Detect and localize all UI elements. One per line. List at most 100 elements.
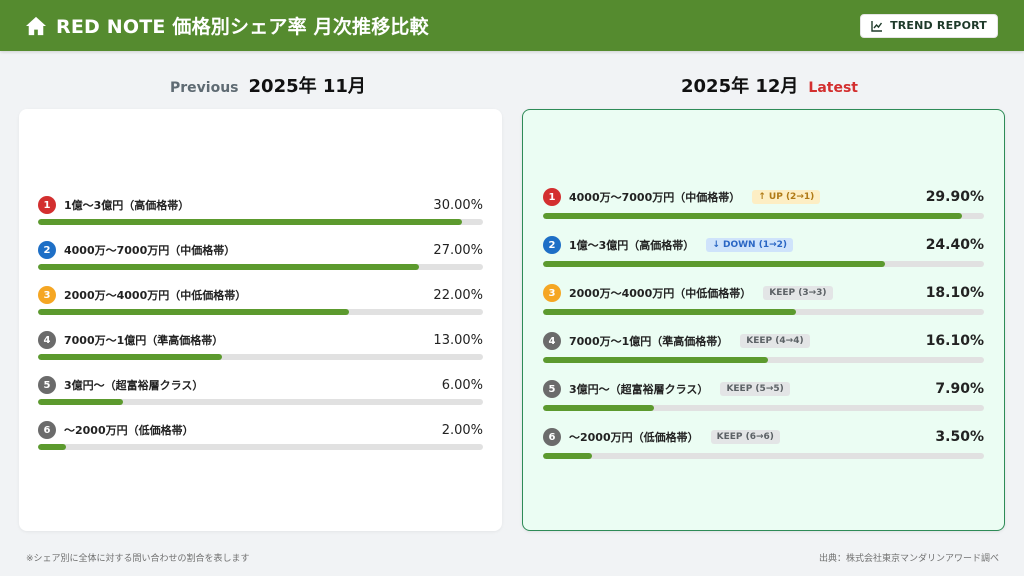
rank-badge: 4 xyxy=(38,331,56,349)
row-header: 4 7000万〜1億円（準高価格帯） 13.00% xyxy=(38,329,483,351)
rank-badge: 1 xyxy=(543,188,561,206)
ranking-row: 4 7000万〜1億円（準高価格帯） 13.00% xyxy=(38,329,483,374)
rank-badge: 5 xyxy=(543,380,561,398)
latest-month: 2025年 12月 xyxy=(681,76,799,97)
share-bar-track xyxy=(38,264,483,270)
share-bar-fill xyxy=(38,399,123,405)
share-percentage: 29.90% xyxy=(925,189,984,205)
share-bar-fill xyxy=(38,309,349,315)
share-percentage: 6.00% xyxy=(441,377,483,393)
rank-change-badge: ↓ DOWN (1→2) xyxy=(706,238,793,252)
ranking-row: 2 4000万〜7000万円（中価格帯） 27.00% xyxy=(38,239,483,284)
share-percentage: 30.00% xyxy=(433,197,483,213)
row-header: 6 〜2000万円（低価格帯） 2.00% xyxy=(38,419,483,441)
home-icon[interactable] xyxy=(25,16,47,36)
share-bar-track xyxy=(543,213,984,219)
ranking-row: 5 3億円〜（超富裕層クラス） KEEP (5→5) 7.90% xyxy=(543,378,984,426)
price-band-label: 4000万〜7000万円（中価格帯） xyxy=(569,191,741,204)
share-bar-fill xyxy=(38,264,420,270)
row-header: 1 1億〜3億円（高価格帯） 30.00% xyxy=(38,194,483,216)
row-header: 3 2000万〜4000万円（中低価格帯） KEEP (3→3) 18.10% xyxy=(543,282,984,304)
share-percentage: 7.90% xyxy=(935,381,984,397)
price-band-label: 1億〜3億円（高価格帯） xyxy=(569,239,695,252)
footnote: ※シェア別に全体に対する問い合わせの割合を表します xyxy=(26,554,250,564)
share-bar-track xyxy=(38,444,483,450)
latest-heading: 2025年 12月 Latest xyxy=(681,72,858,98)
share-percentage: 18.10% xyxy=(925,285,984,301)
share-bar-fill xyxy=(543,213,962,219)
header-title-group: RED NOTE 価格別シェア率 月次推移比較 xyxy=(25,12,429,39)
share-bar-fill xyxy=(38,444,67,450)
row-header: 1 4000万〜7000万円（中価格帯） ↑ UP (2→1) 29.90% xyxy=(543,186,984,208)
previous-card: 1 1億〜3億円（高価格帯） 30.00% 2 4000万〜7000万円（中価格帯） 27… xyxy=(19,109,502,531)
source-note: 出典：株式会社東京マンダリンアワード調べ xyxy=(818,554,999,564)
share-bar-track xyxy=(543,261,984,267)
latest-tag: Latest xyxy=(808,80,859,96)
price-band-label: 〜2000万円（低価格帯） xyxy=(64,424,194,437)
share-percentage: 3.50% xyxy=(935,429,984,445)
ranking-row: 2 1億〜3億円（高価格帯） ↓ DOWN (1→2) 24.40% xyxy=(543,234,984,282)
rank-badge: 5 xyxy=(38,376,56,394)
share-percentage: 13.00% xyxy=(433,332,483,348)
row-header: 2 1億〜3億円（高価格帯） ↓ DOWN (1→2) 24.40% xyxy=(543,234,984,256)
ranking-row: 5 3億円〜（超富裕層クラス） 6.00% xyxy=(38,374,483,419)
price-band-label: 3億円〜（超富裕層クラス） xyxy=(569,383,709,396)
rank-badge: 6 xyxy=(38,421,56,439)
line-chart-icon xyxy=(871,20,883,32)
rank-badge: 6 xyxy=(543,428,561,446)
price-band-label: 2000万〜4000万円（中低価格帯） xyxy=(569,287,752,300)
rank-badge: 2 xyxy=(38,241,56,259)
price-band-label: 3億円〜（超富裕層クラス） xyxy=(64,379,204,392)
share-bar-track xyxy=(38,354,483,360)
previous-tag: Previous xyxy=(170,80,239,96)
share-bar-fill xyxy=(38,219,462,225)
rank-change-badge: KEEP (5→5) xyxy=(720,382,790,396)
share-bar-track xyxy=(38,219,483,225)
rank-change-badge: KEEP (3→3) xyxy=(763,286,833,300)
rank-change-badge: ↑ UP (2→1) xyxy=(752,190,821,204)
ranking-row: 1 4000万〜7000万円（中価格帯） ↑ UP (2→1) 29.90% xyxy=(543,186,984,234)
page-title: RED NOTE 価格別シェア率 月次推移比較 xyxy=(56,16,429,38)
share-percentage: 22.00% xyxy=(433,287,483,303)
share-bar-fill xyxy=(543,357,769,363)
rank-badge: 3 xyxy=(38,286,56,304)
trend-report-label: TREND REPORT xyxy=(890,19,987,32)
previous-ranking-list: 1 1億〜3億円（高価格帯） 30.00% 2 4000万〜7000万円（中価格帯） 27… xyxy=(38,194,483,464)
price-band-label: 7000万〜1億円（準高価格帯） xyxy=(64,334,224,347)
rank-change-badge: KEEP (6→6) xyxy=(710,430,780,444)
rank-badge: 4 xyxy=(543,332,561,350)
rank-badge: 2 xyxy=(543,236,561,254)
ranking-row: 1 1億〜3億円（高価格帯） 30.00% xyxy=(38,194,483,239)
ranking-row: 6 〜2000万円（低価格帯） KEEP (6→6) 3.50% xyxy=(543,426,984,474)
rank-change-badge: KEEP (4→4) xyxy=(740,334,810,348)
price-band-label: 7000万〜1億円（準高価格帯） xyxy=(569,335,729,348)
share-bar-fill xyxy=(543,405,654,411)
row-header: 3 2000万〜4000万円（中低価格帯） 22.00% xyxy=(38,284,483,306)
share-bar-track xyxy=(38,399,483,405)
share-percentage: 24.40% xyxy=(925,237,984,253)
rank-badge: 1 xyxy=(38,196,56,214)
ranking-row: 4 7000万〜1億円（準高価格帯） KEEP (4→4) 16.10% xyxy=(543,330,984,378)
header-bar: RED NOTE 価格別シェア率 月次推移比較 TREND REPORT xyxy=(0,0,1024,51)
share-bar-fill xyxy=(543,261,885,267)
latest-ranking-list: 1 4000万〜7000万円（中価格帯） ↑ UP (2→1) 29.90% 2 1億〜3… xyxy=(543,186,984,474)
trend-report-button[interactable]: TREND REPORT xyxy=(860,13,998,38)
row-header: 5 3億円〜（超富裕層クラス） KEEP (5→5) 7.90% xyxy=(543,378,984,400)
price-band-label: 4000万〜7000万円（中価格帯） xyxy=(64,244,236,257)
share-bar-fill xyxy=(543,453,592,459)
share-bar-track xyxy=(38,309,483,315)
previous-heading: Previous 2025年 11月 xyxy=(170,72,366,98)
share-bar-fill xyxy=(38,354,222,360)
share-bar-track xyxy=(543,405,984,411)
row-header: 5 3億円〜（超富裕層クラス） 6.00% xyxy=(38,374,483,396)
rank-badge: 3 xyxy=(543,284,561,302)
share-percentage: 16.10% xyxy=(925,333,984,349)
ranking-row: 3 2000万〜4000万円（中低価格帯） KEEP (3→3) 18.10% xyxy=(543,282,984,330)
latest-card: 1 4000万〜7000万円（中価格帯） ↑ UP (2→1) 29.90% 2 1億〜3… xyxy=(522,109,1005,531)
row-header: 4 7000万〜1億円（準高価格帯） KEEP (4→4) 16.10% xyxy=(543,330,984,352)
row-header: 2 4000万〜7000万円（中価格帯） 27.00% xyxy=(38,239,483,261)
ranking-row: 6 〜2000万円（低価格帯） 2.00% xyxy=(38,419,483,464)
share-bar-track xyxy=(543,357,984,363)
share-percentage: 2.00% xyxy=(441,422,483,438)
share-bar-track xyxy=(543,453,984,459)
